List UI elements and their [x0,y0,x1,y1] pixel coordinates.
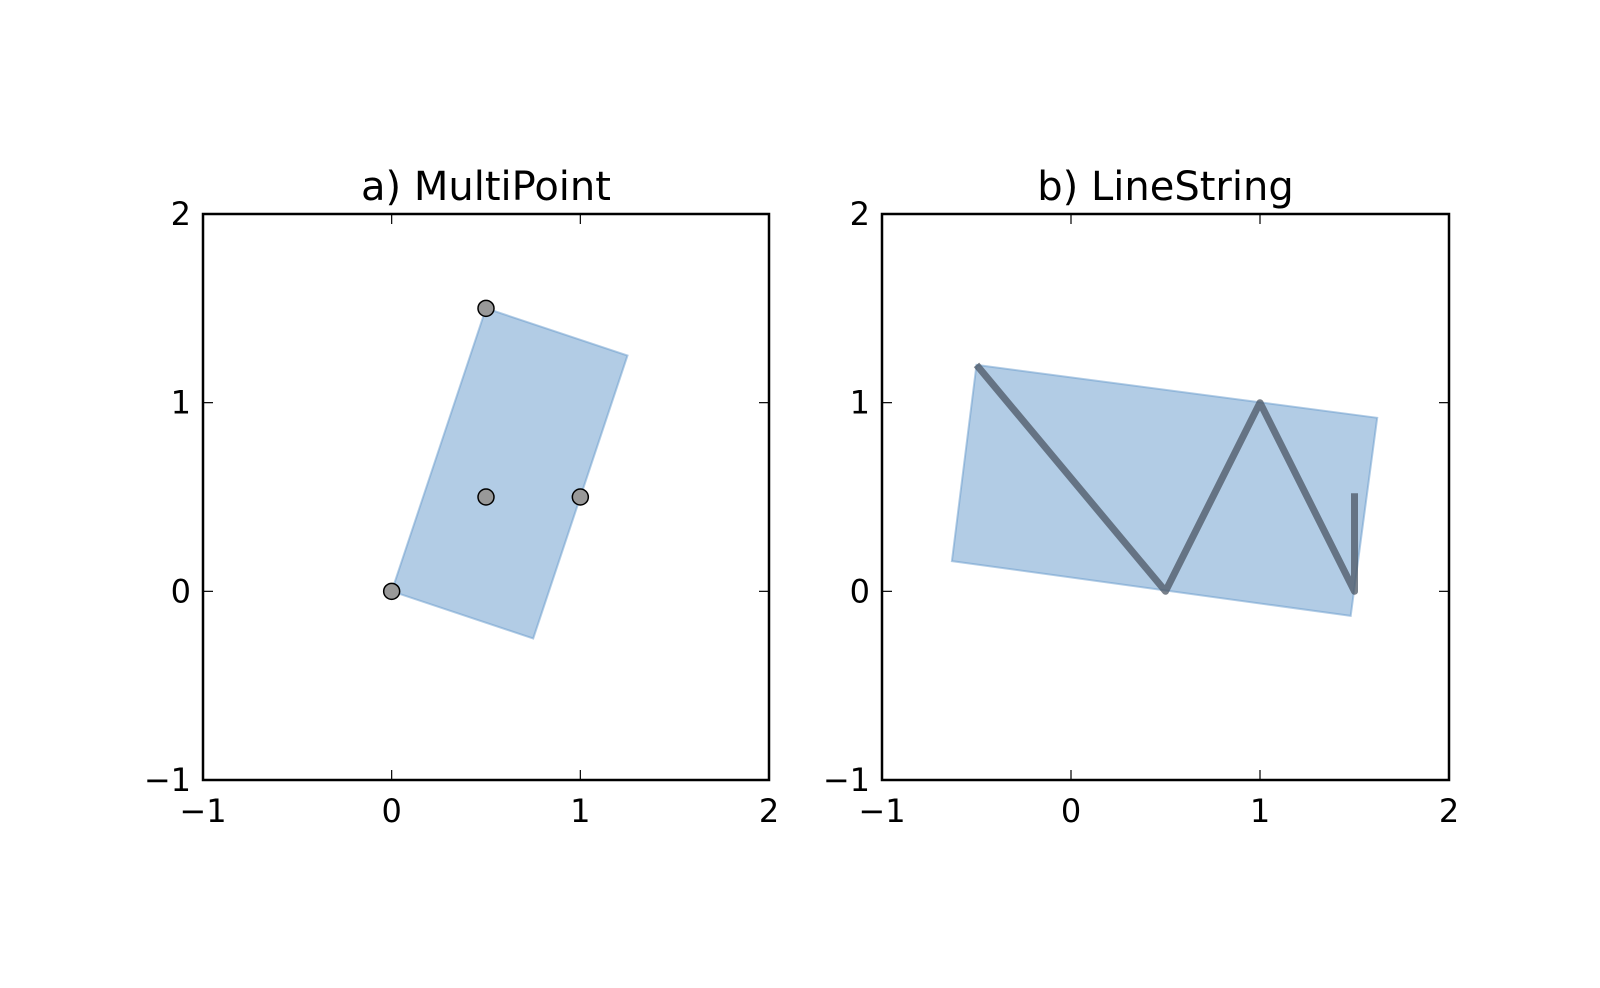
y-tick-label: −1 [823,761,870,799]
x-tick-label: 2 [759,792,779,830]
x-tick-label: 1 [570,792,590,830]
y-tick-label: 0 [850,572,870,610]
x-tick-label: 2 [1439,792,1459,830]
data-point-0 [382,582,401,601]
polygon-area [950,363,1379,618]
chart-linestring: b) LineString −1 0 1 2 −1 0 1 2 [823,164,1459,830]
chart-title: a) MultiPoint [361,164,611,210]
chart-multipoint: a) MultiPoint −1 0 1 2 −1 0 1 2 [144,164,779,830]
data-point-3 [571,488,590,506]
x-tick-label: −1 [858,792,905,830]
data-point-1 [477,299,495,318]
y-tick-label: 2 [171,195,191,233]
x-tick-label: −1 [179,792,226,830]
data-point-2 [477,488,495,506]
axes-frame [201,212,771,782]
axes-frame [880,212,1451,782]
linestring-line [973,362,1358,595]
y-tick-label: −1 [144,761,191,799]
x-tick-label: 0 [1061,792,1081,830]
y-tick-label: 1 [171,384,191,422]
polygon-area [390,307,629,640]
y-tick-label: 1 [850,384,870,422]
y-tick-label: 0 [171,572,191,610]
y-tick-label: 2 [850,195,870,233]
chart-title: b) LineString [1037,164,1293,210]
x-tick-label: 0 [381,792,401,830]
x-tick-label: 1 [1250,792,1270,830]
